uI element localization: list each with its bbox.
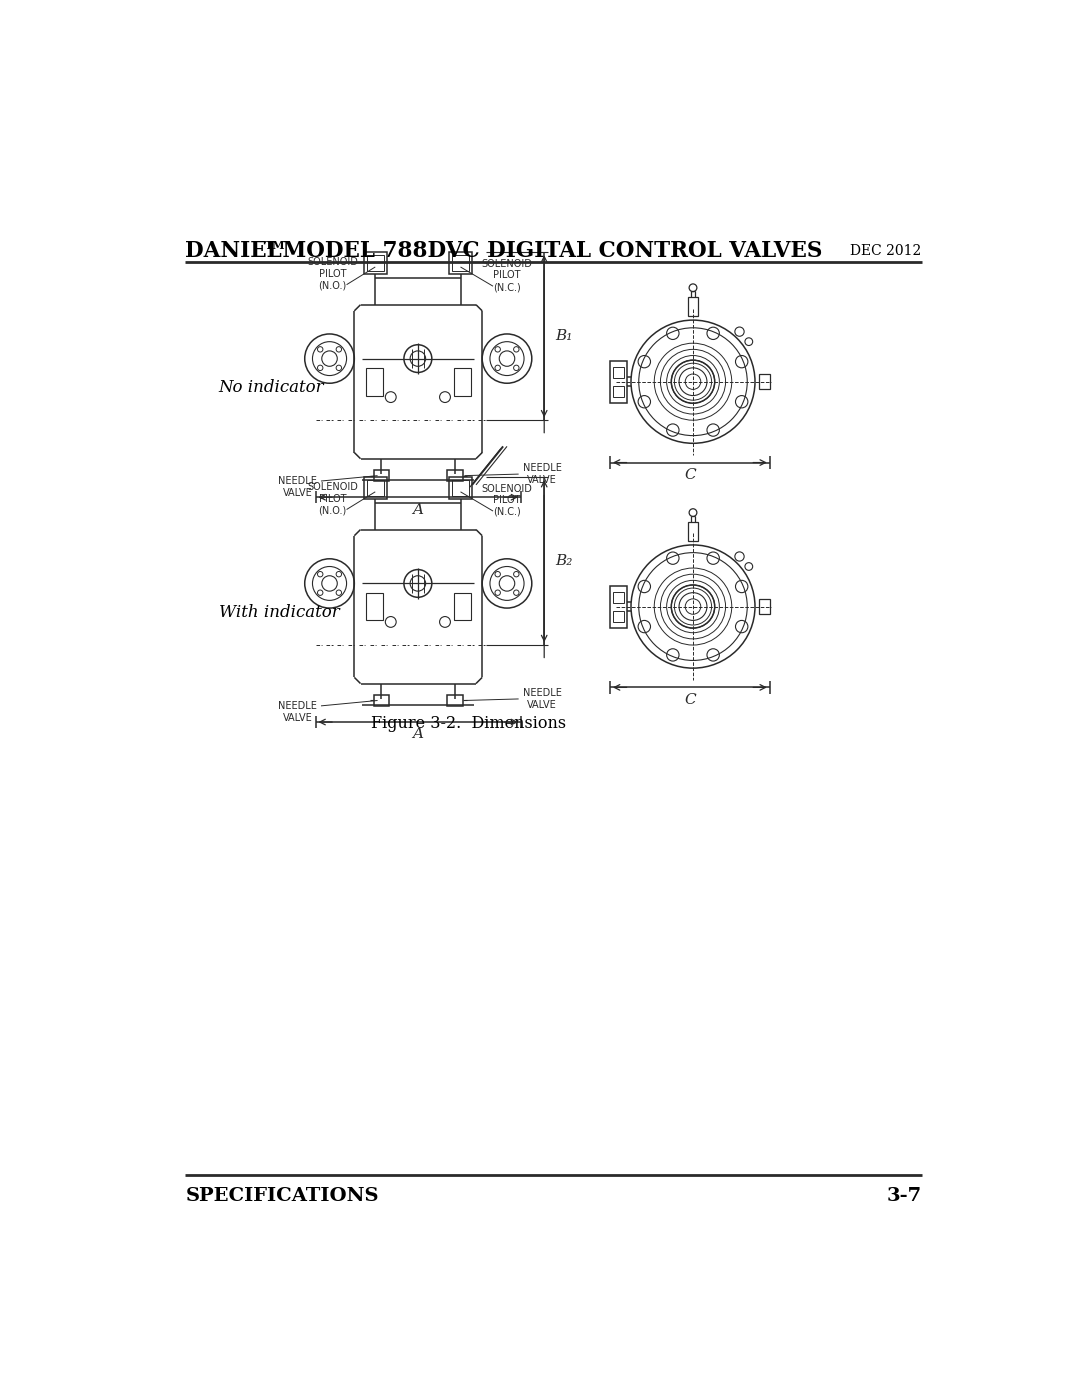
Bar xyxy=(447,696,463,705)
Bar xyxy=(688,522,698,541)
Bar xyxy=(451,256,469,271)
Text: NEEDLE
VALVE: NEEDLE VALVE xyxy=(523,464,562,485)
Text: No indicator: No indicator xyxy=(218,379,324,395)
Bar xyxy=(374,471,389,481)
Bar xyxy=(610,585,627,629)
Bar xyxy=(613,592,624,602)
Bar xyxy=(613,387,624,397)
Text: With indicator: With indicator xyxy=(218,604,339,622)
Bar xyxy=(454,592,471,620)
Text: C: C xyxy=(684,693,696,707)
Bar xyxy=(449,478,472,499)
Text: TM: TM xyxy=(265,240,285,251)
Bar xyxy=(367,256,383,271)
Text: SOLENOID
PILOT
(N.C.): SOLENOID PILOT (N.C.) xyxy=(482,483,532,517)
Bar xyxy=(451,481,469,496)
Text: SOLENOID
PILOT
(N.O.): SOLENOID PILOT (N.O.) xyxy=(307,257,359,291)
Bar xyxy=(613,610,624,622)
Bar xyxy=(449,253,472,274)
Text: 3-7: 3-7 xyxy=(887,1187,921,1206)
Text: B₂: B₂ xyxy=(555,555,572,569)
Bar xyxy=(447,471,463,481)
Bar xyxy=(364,253,387,274)
Bar xyxy=(366,592,383,620)
Bar xyxy=(364,478,387,499)
Text: C: C xyxy=(684,468,696,482)
Bar xyxy=(366,367,383,395)
Bar xyxy=(367,481,383,496)
Bar xyxy=(613,367,624,377)
Text: SOLENOID
PILOT
(N.O.): SOLENOID PILOT (N.O.) xyxy=(307,482,359,515)
Text: SPECIFICATIONS: SPECIFICATIONS xyxy=(186,1187,379,1206)
Bar xyxy=(454,367,471,395)
Bar xyxy=(759,374,770,390)
Text: SOLENOID
PILOT
(N.C.): SOLENOID PILOT (N.C.) xyxy=(482,258,532,292)
Text: DANIEL: DANIEL xyxy=(186,240,282,261)
Text: A: A xyxy=(413,503,423,517)
Text: NEEDLE
VALVE: NEEDLE VALVE xyxy=(523,689,562,710)
Text: DEC 2012: DEC 2012 xyxy=(850,244,921,258)
Bar xyxy=(688,298,698,316)
Bar xyxy=(759,599,770,615)
Text: Figure 3-2.  Dimensions: Figure 3-2. Dimensions xyxy=(370,715,566,732)
Text: NEEDLE
VALVE: NEEDLE VALVE xyxy=(279,701,318,722)
Text: B₁: B₁ xyxy=(555,330,572,344)
Text: NEEDLE
VALVE: NEEDLE VALVE xyxy=(279,476,318,497)
Text: MODEL 788DVC DIGITAL CONTROL VALVES: MODEL 788DVC DIGITAL CONTROL VALVES xyxy=(275,240,823,261)
Bar xyxy=(374,696,389,705)
Text: A: A xyxy=(413,728,423,742)
Bar xyxy=(610,360,627,404)
